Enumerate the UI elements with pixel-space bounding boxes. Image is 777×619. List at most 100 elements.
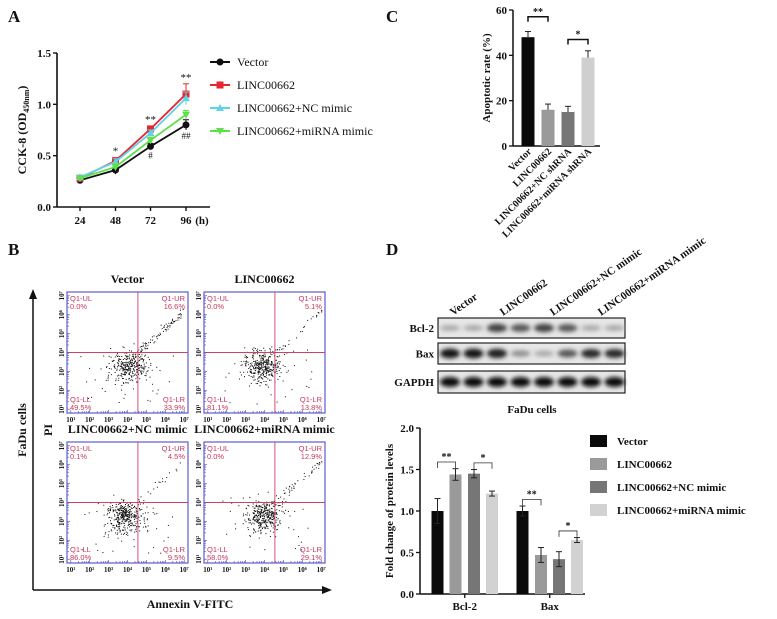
event-dot: [242, 523, 244, 525]
event-dot: [273, 352, 275, 354]
event-dot: [284, 512, 285, 514]
event-dot: [146, 343, 147, 345]
event-dot: [306, 385, 308, 387]
event-dot: [255, 363, 257, 365]
event-dot: [266, 384, 268, 386]
event-dot: [109, 505, 111, 507]
event-dot: [265, 533, 267, 535]
event-dot: [276, 509, 278, 511]
event-dot: [124, 515, 126, 517]
event-dot: [254, 353, 256, 355]
event-dot: [121, 507, 123, 509]
event-dot: [132, 522, 133, 524]
event-dot: [272, 511, 274, 513]
event-dot: [275, 512, 277, 514]
quadrant-percent-ll: 58.0%: [207, 553, 229, 562]
event-dot: [133, 514, 135, 515]
event-dot: [118, 363, 120, 365]
event-dot: [159, 332, 161, 334]
event-dot: [265, 360, 267, 361]
event-dot: [122, 500, 124, 502]
x-tick-label: 10⁷: [317, 416, 326, 424]
event-dot: [277, 356, 279, 358]
protein-band: [463, 325, 484, 331]
legend-label: LINC00662+miRNA mimic: [237, 124, 373, 138]
event-dot: [263, 360, 265, 362]
event-dot: [268, 371, 269, 373]
event-dot: [119, 531, 121, 533]
event-dot: [254, 512, 255, 514]
x-tick-label: 10¹: [66, 416, 75, 424]
event-dot: [131, 364, 133, 366]
event-dot: [130, 522, 132, 524]
event-dot: [272, 376, 274, 378]
event-dot: [265, 367, 267, 369]
event-dot: [172, 321, 174, 323]
side-label: FaDu cells: [15, 403, 29, 457]
event-dot: [268, 514, 270, 516]
event-dot: [269, 522, 271, 524]
event-dot: [108, 368, 110, 369]
event-dot: [262, 363, 264, 365]
event-dot: [125, 509, 127, 511]
bar: [431, 511, 444, 594]
event-dot: [281, 348, 283, 350]
event-dot: [275, 363, 277, 365]
event-dot: [288, 494, 290, 496]
event-dot: [176, 470, 178, 472]
event-dot: [279, 523, 281, 525]
event-dot: [293, 350, 295, 352]
event-dot: [80, 356, 82, 358]
event-dot: [141, 354, 143, 356]
event-dot: [311, 371, 313, 373]
event-dot: [257, 507, 259, 509]
significance-bracket: [522, 498, 542, 506]
event-dot: [139, 522, 141, 524]
event-dot: [142, 503, 144, 505]
event-dot: [263, 519, 265, 521]
event-dot: [267, 526, 269, 528]
event-dot: [296, 337, 297, 339]
event-dot: [259, 523, 261, 525]
legend-label: Vector: [237, 55, 268, 69]
event-dot: [179, 462, 181, 464]
event-dot: [160, 324, 162, 326]
event-dot: [271, 508, 273, 510]
flow-plot-1: VectorQ1-UL0.0%Q1-UR16.6%Q1-LL49.5%Q1-LR…: [58, 272, 189, 424]
significance-annotation: *: [113, 146, 119, 158]
event-dot: [262, 518, 264, 520]
event-dot: [254, 520, 256, 522]
event-dot: [114, 372, 116, 373]
event-dot: [253, 376, 255, 378]
event-dot: [128, 506, 130, 507]
protein-band: [557, 349, 578, 358]
event-dot: [258, 505, 260, 507]
event-dot: [268, 511, 270, 513]
event-dot: [175, 468, 177, 470]
event-dot: [276, 514, 278, 515]
event-dot: [143, 500, 145, 502]
protein-band: [581, 377, 601, 387]
event-dot: [103, 525, 105, 527]
event-dot: [272, 514, 274, 516]
event-dot: [91, 396, 93, 398]
protein-band: [487, 348, 507, 359]
event-dot: [270, 361, 272, 363]
event-dot: [260, 367, 262, 369]
event-dot: [145, 342, 146, 344]
event-dot: [125, 520, 127, 522]
event-dot: [253, 372, 255, 374]
event-dot: [125, 514, 126, 516]
y-axis-label: Apoptotic rate (%): [481, 33, 493, 123]
event-dot: [128, 367, 130, 369]
event-dot: [128, 366, 130, 368]
event-dot: [152, 507, 154, 509]
event-dot: [115, 509, 117, 511]
event-dot: [259, 376, 261, 377]
event-dot: [244, 376, 245, 378]
event-dot: [123, 509, 125, 511]
event-dot: [291, 484, 293, 486]
event-dot: [270, 371, 272, 372]
event-dot: [247, 529, 249, 531]
protein-band: [440, 348, 460, 359]
